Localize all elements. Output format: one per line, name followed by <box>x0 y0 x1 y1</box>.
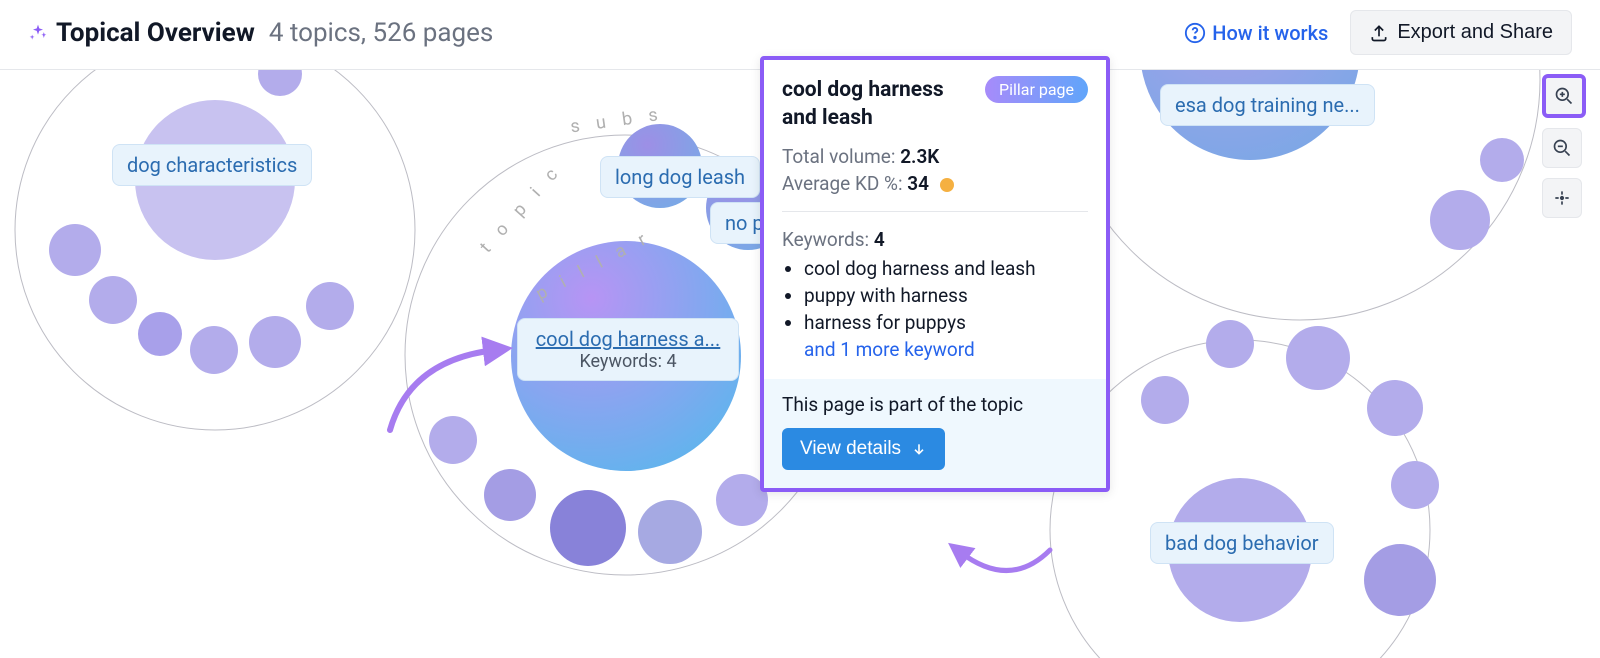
keywords-list: cool dog harness and leash puppy with ha… <box>782 257 1088 334</box>
zoom-out-button[interactable] <box>1542 128 1582 168</box>
keywords-count: 4 <box>874 228 885 251</box>
zoom-controls <box>1542 74 1586 218</box>
pillar-popover: cool dog harness and leash Pillar page T… <box>760 56 1110 492</box>
more-keywords-link[interactable]: and 1 more keyword <box>782 338 1088 361</box>
zoom-in-icon <box>1554 86 1574 106</box>
pill-bad-dog-behavior[interactable]: bad dog behavior <box>1150 522 1334 564</box>
volume-value: 2.3K <box>900 145 939 168</box>
pillar-node-title: cool dog harness a... <box>532 327 724 351</box>
page-title: Topical Overview <box>56 18 255 48</box>
view-details-label: View details <box>800 438 901 460</box>
export-share-button[interactable]: Export and Share <box>1350 10 1572 55</box>
help-icon <box>1184 22 1206 44</box>
keywords-label: Keywords: <box>782 228 869 251</box>
upload-icon <box>1369 23 1389 43</box>
zoom-in-button[interactable] <box>1542 74 1586 118</box>
kd-difficulty-dot-icon <box>940 178 954 192</box>
pillar-page-badge: Pillar page <box>985 76 1088 103</box>
zoom-fit-button[interactable] <box>1542 178 1582 218</box>
how-it-works-label: How it works <box>1212 21 1328 45</box>
zoom-out-icon <box>1552 138 1572 158</box>
popover-title: cool dog harness and leash <box>782 76 973 133</box>
popover-header: cool dog harness and leash Pillar page <box>764 60 1106 143</box>
pillar-node-keywords: Keywords: 4 <box>532 351 724 372</box>
how-it-works-link[interactable]: How it works <box>1184 21 1328 45</box>
kd-label: Average KD %: <box>782 172 903 195</box>
popover-footer: This page is part of the topic View deta… <box>764 379 1106 488</box>
keyword-item: puppy with harness <box>804 284 1088 307</box>
kd-value: 34 <box>907 172 929 195</box>
popover-divider <box>782 211 1088 212</box>
keywords-section: Keywords: 4 cool dog harness and leash p… <box>764 226 1106 369</box>
keyword-item: harness for puppys <box>804 311 1088 334</box>
row-average-kd: Average KD %: 34 <box>764 170 1106 197</box>
pill-esa-dog-training[interactable]: esa dog training ne... <box>1160 84 1375 126</box>
row-total-volume: Total volume: 2.3K <box>764 143 1106 170</box>
popover-footer-text: This page is part of the topic <box>782 393 1088 416</box>
pill-long-dog-leash[interactable]: long dog leash <box>600 156 760 198</box>
sparkle-icon <box>28 23 48 43</box>
header-left: Topical Overview 4 topics, 526 pages <box>28 18 493 48</box>
pill-dog-characteristics[interactable]: dog characteristics <box>112 144 312 186</box>
header-right: How it works Export and Share <box>1184 10 1572 55</box>
view-details-button[interactable]: View details <box>782 428 945 470</box>
page-subtitle: 4 topics, 526 pages <box>269 18 494 48</box>
export-share-label: Export and Share <box>1397 21 1553 44</box>
keyword-item: cool dog harness and leash <box>804 257 1088 280</box>
pillar-node-label[interactable]: cool dog harness a... Keywords: 4 <box>517 318 739 381</box>
arrow-down-icon <box>911 441 927 457</box>
fit-icon <box>1552 188 1572 208</box>
volume-label: Total volume: <box>782 145 895 168</box>
